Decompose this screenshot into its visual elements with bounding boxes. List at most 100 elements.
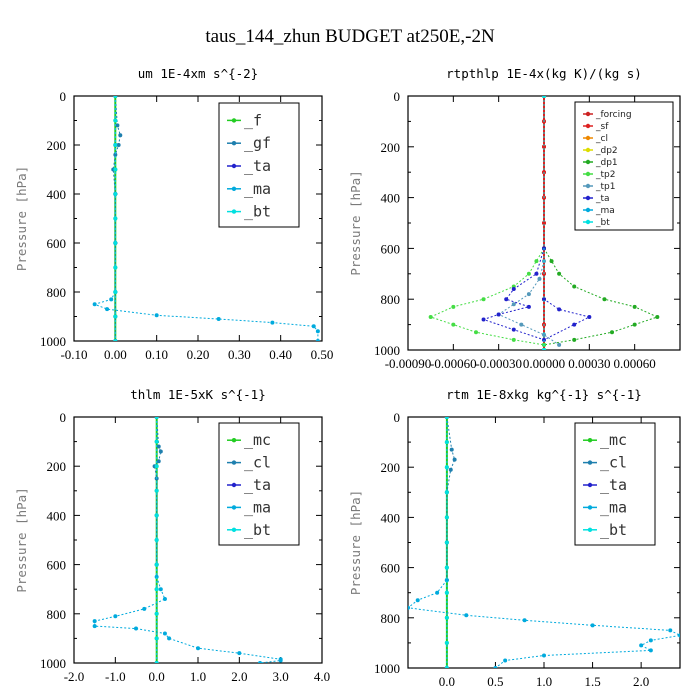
data-point-tp2 [526, 271, 531, 276]
data-point-dp1 [632, 304, 637, 309]
data-point-dp1 [610, 330, 614, 335]
data-point-dp1 [655, 314, 660, 319]
data-point-bt [113, 290, 118, 294]
legend-entry: _ma [244, 180, 271, 198]
data-point-ta [557, 307, 562, 312]
legend-entry: _ta [244, 476, 271, 494]
legend-entry: _f [244, 111, 262, 129]
legend-entry: _bt [244, 521, 271, 539]
data-point-bt [154, 513, 159, 518]
y-tick-label: 600 [381, 241, 401, 256]
y-tick-label: 200 [381, 140, 401, 155]
figure-title: taus_144_zhun BUDGET at250E,-2N [205, 26, 495, 47]
data-point-ta [511, 327, 516, 332]
data-point-ma [503, 658, 508, 663]
panel-title: rtpthlp 1E-4x(kg K)/(kg s) [446, 66, 642, 81]
legend-marker [585, 135, 591, 141]
x-tick-label: 0.00030 [568, 356, 610, 371]
legend-entry: _mc [600, 431, 627, 449]
legend-marker [231, 438, 237, 443]
data-point-tp2 [534, 259, 539, 264]
data-point-ma [92, 624, 97, 629]
panel-4: rtm 1E-8xkg kg^{-1} s^{-1} Pressure [hPa]… [348, 387, 681, 689]
legend: _f _gf _ta _ma _bt [218, 102, 300, 228]
legend-entry: _bt [244, 203, 271, 221]
data-point-bt [154, 538, 159, 542]
data-point-ma [315, 329, 320, 334]
data-point-ma [162, 631, 167, 636]
data-point-ma [167, 636, 172, 641]
x-tick-label: -1.0 [105, 669, 126, 684]
data-point-bt [154, 464, 159, 469]
y-tick-label: 1000 [40, 656, 66, 671]
data-point-tp1 [557, 342, 562, 347]
data-point-bt [154, 439, 159, 444]
legend-marker [231, 186, 237, 191]
data-point-ma [154, 313, 159, 318]
data-point-gf [113, 152, 118, 157]
data-point-dp1 [549, 259, 554, 264]
y-axis-label: Pressure [hPa] [14, 487, 29, 592]
data-point-tp2 [451, 304, 456, 309]
legend-marker [585, 123, 591, 129]
data-point-bt [542, 348, 546, 350]
x-tick-label: 2.0 [633, 674, 649, 689]
data-point-bt [154, 417, 159, 419]
y-axis-label: Pressure [hPa] [14, 166, 29, 271]
x-tick-label: 4.0 [314, 669, 330, 684]
legend-marker [587, 527, 593, 532]
data-point-ta [542, 337, 546, 342]
data-point-gf [115, 123, 120, 128]
data-point-ma [196, 646, 200, 651]
data-point-ma [435, 590, 440, 595]
legend-entry: _dp2 [595, 146, 618, 156]
data-point-ma [278, 658, 283, 663]
legend-marker [587, 438, 593, 443]
data-point-ta [481, 317, 486, 322]
data-point-bt [113, 216, 118, 221]
data-point-ta [534, 271, 539, 276]
data-point-ma [315, 339, 320, 341]
legend-marker [231, 141, 237, 146]
legend-entry: _ta [595, 194, 610, 204]
data-point-bt [444, 590, 449, 595]
y-tick-label: 400 [381, 191, 401, 206]
data-point-bt [154, 562, 159, 567]
y-tick-label: 800 [47, 285, 67, 300]
y-tick-label: 0 [60, 89, 67, 104]
series-line-ma [93, 291, 319, 341]
legend-entry: _cl [600, 454, 627, 472]
data-point-tp1 [519, 322, 524, 327]
data-point-bt [154, 661, 159, 663]
data-point-ma [668, 628, 673, 633]
data-point-cl [158, 449, 163, 454]
data-point-ta [504, 297, 509, 302]
data-point-ta [511, 287, 516, 292]
legend-marker [585, 159, 591, 165]
data-point-dp1 [557, 271, 562, 276]
data-point-tp1 [542, 332, 546, 337]
data-point-bt [154, 587, 159, 592]
series-line-tp2 [429, 248, 545, 346]
legend-marker [585, 207, 591, 213]
data-point-bt [113, 265, 118, 270]
legend: _forcing _sf _cl _dp2 _dp1 _tp2 _tp1 _ta _ma _bt [574, 101, 674, 231]
y-axis-label: Pressure [hPa] [348, 490, 363, 595]
series-line-cl [154, 417, 162, 565]
data-point-bt [542, 96, 546, 98]
y-tick-label: 0 [60, 410, 67, 425]
data-point-tp2 [428, 314, 433, 319]
data-point-ma [464, 613, 469, 618]
legend: _mc _cl _ta _ma _bt [218, 422, 300, 546]
legend-marker [231, 482, 237, 488]
x-tick-label: -0.00090 [385, 356, 432, 371]
x-tick-label: -0.00060 [430, 356, 477, 371]
series-line-ma [94, 576, 282, 663]
legend-marker [231, 118, 237, 123]
data-point-sf [542, 144, 546, 149]
data-point-ma [237, 651, 242, 656]
data-point-cl [449, 447, 454, 452]
data-point-ma [678, 633, 680, 638]
data-point-bt [444, 615, 449, 620]
data-point-ma [444, 578, 449, 583]
